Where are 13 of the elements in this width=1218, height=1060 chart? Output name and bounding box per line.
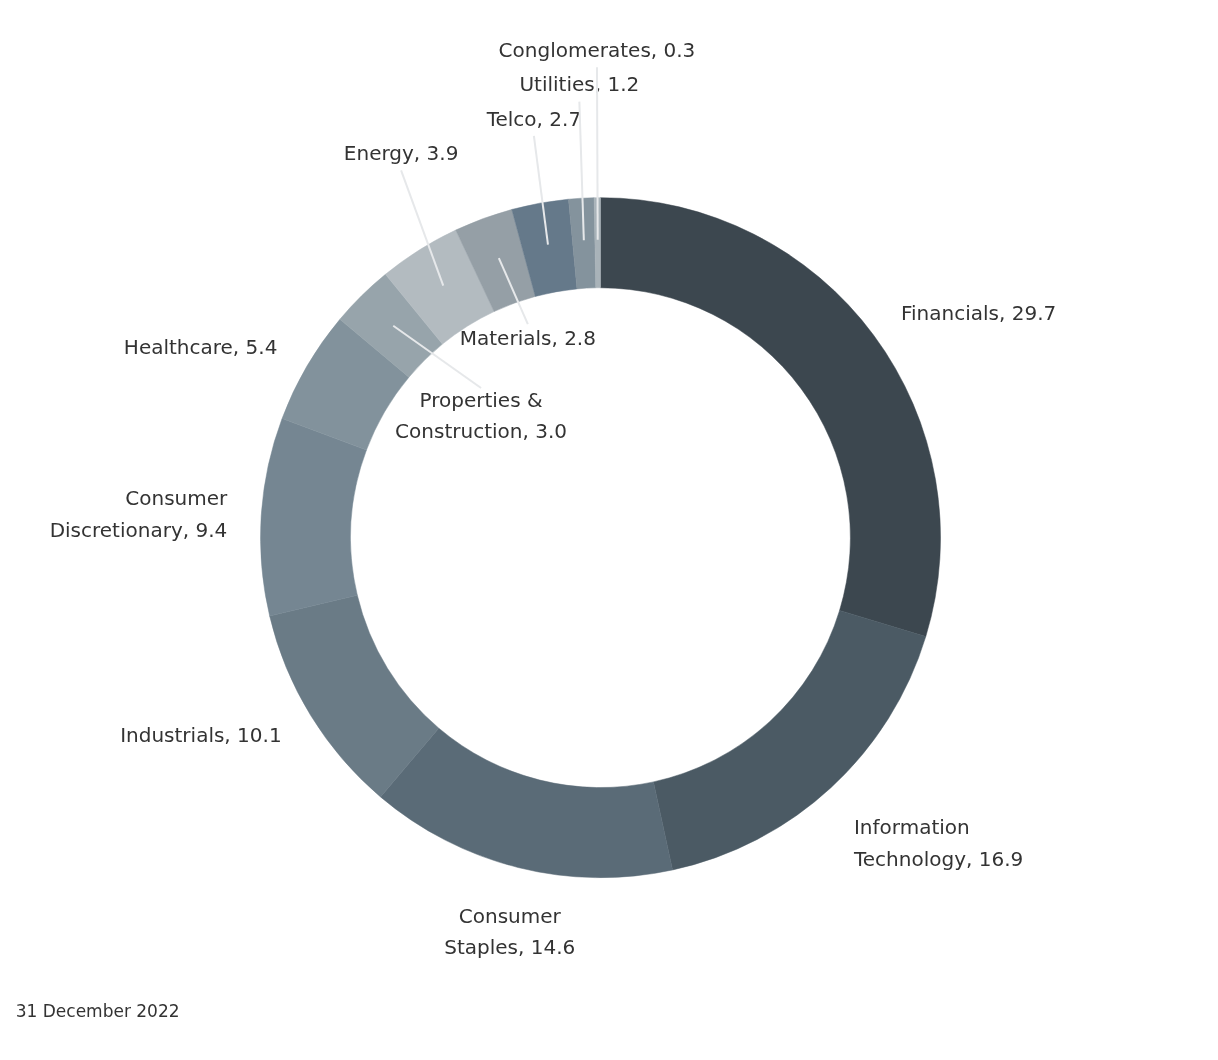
slice-label: Conglomerates, 0.3 xyxy=(498,38,696,63)
slice-label: Telco, 2.7 xyxy=(485,106,582,131)
slice-label: Information Technology, 16.9 xyxy=(852,815,1024,871)
slice-label: Consumer Staples, 14.6 xyxy=(444,904,576,960)
slice-label: Industrials, 10.1 xyxy=(120,723,282,747)
slice-label: Properties & Construction, 3.0 xyxy=(395,387,567,444)
slice-label: Materials, 2.8 xyxy=(459,325,596,350)
text: 31 December 2022 xyxy=(15,1001,180,1022)
slice-label: Consumer Discretionary, 9.4 xyxy=(49,486,229,542)
slice-label: Utilities, 1.2 xyxy=(519,72,640,97)
slice-label: Healthcare, 5.4 xyxy=(123,335,278,360)
slice-label: Energy, 3.9 xyxy=(343,141,459,166)
slice-label: Financials, 29.7 xyxy=(900,300,1057,325)
